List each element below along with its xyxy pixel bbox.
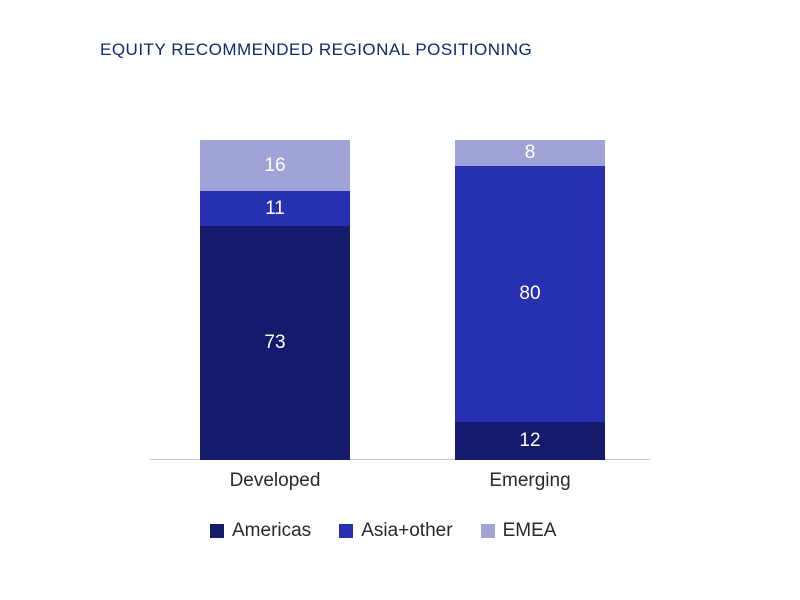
chart-title: EQUITY RECOMMENDED REGIONAL POSITIONING — [100, 40, 532, 60]
bar-emerging: 12 80 8 — [455, 140, 605, 460]
segment-americas: 12 — [455, 422, 605, 460]
category-label-developed: Developed — [200, 470, 350, 492]
legend-item-emea: EMEA — [481, 520, 557, 542]
legend-swatch-icon — [481, 524, 495, 538]
segment-americas: 73 — [200, 226, 350, 460]
segment-emea: 16 — [200, 140, 350, 191]
segment-asia-other: 80 — [455, 166, 605, 422]
legend-swatch-icon — [339, 524, 353, 538]
legend-item-americas: Americas — [210, 520, 311, 542]
segment-emea: 8 — [455, 140, 605, 166]
legend: Americas Asia+other EMEA — [210, 520, 556, 542]
legend-label: Americas — [232, 520, 311, 542]
segment-asia-other: 11 — [200, 191, 350, 226]
legend-label: Asia+other — [361, 520, 452, 542]
legend-label: EMEA — [503, 520, 557, 542]
category-label-emerging: Emerging — [455, 470, 605, 492]
plot-area: 73 11 16 12 80 8 — [150, 140, 650, 460]
chart-container: EQUITY RECOMMENDED REGIONAL POSITIONING … — [0, 0, 800, 600]
legend-swatch-icon — [210, 524, 224, 538]
legend-item-asia-other: Asia+other — [339, 520, 452, 542]
bar-developed: 73 11 16 — [200, 140, 350, 460]
